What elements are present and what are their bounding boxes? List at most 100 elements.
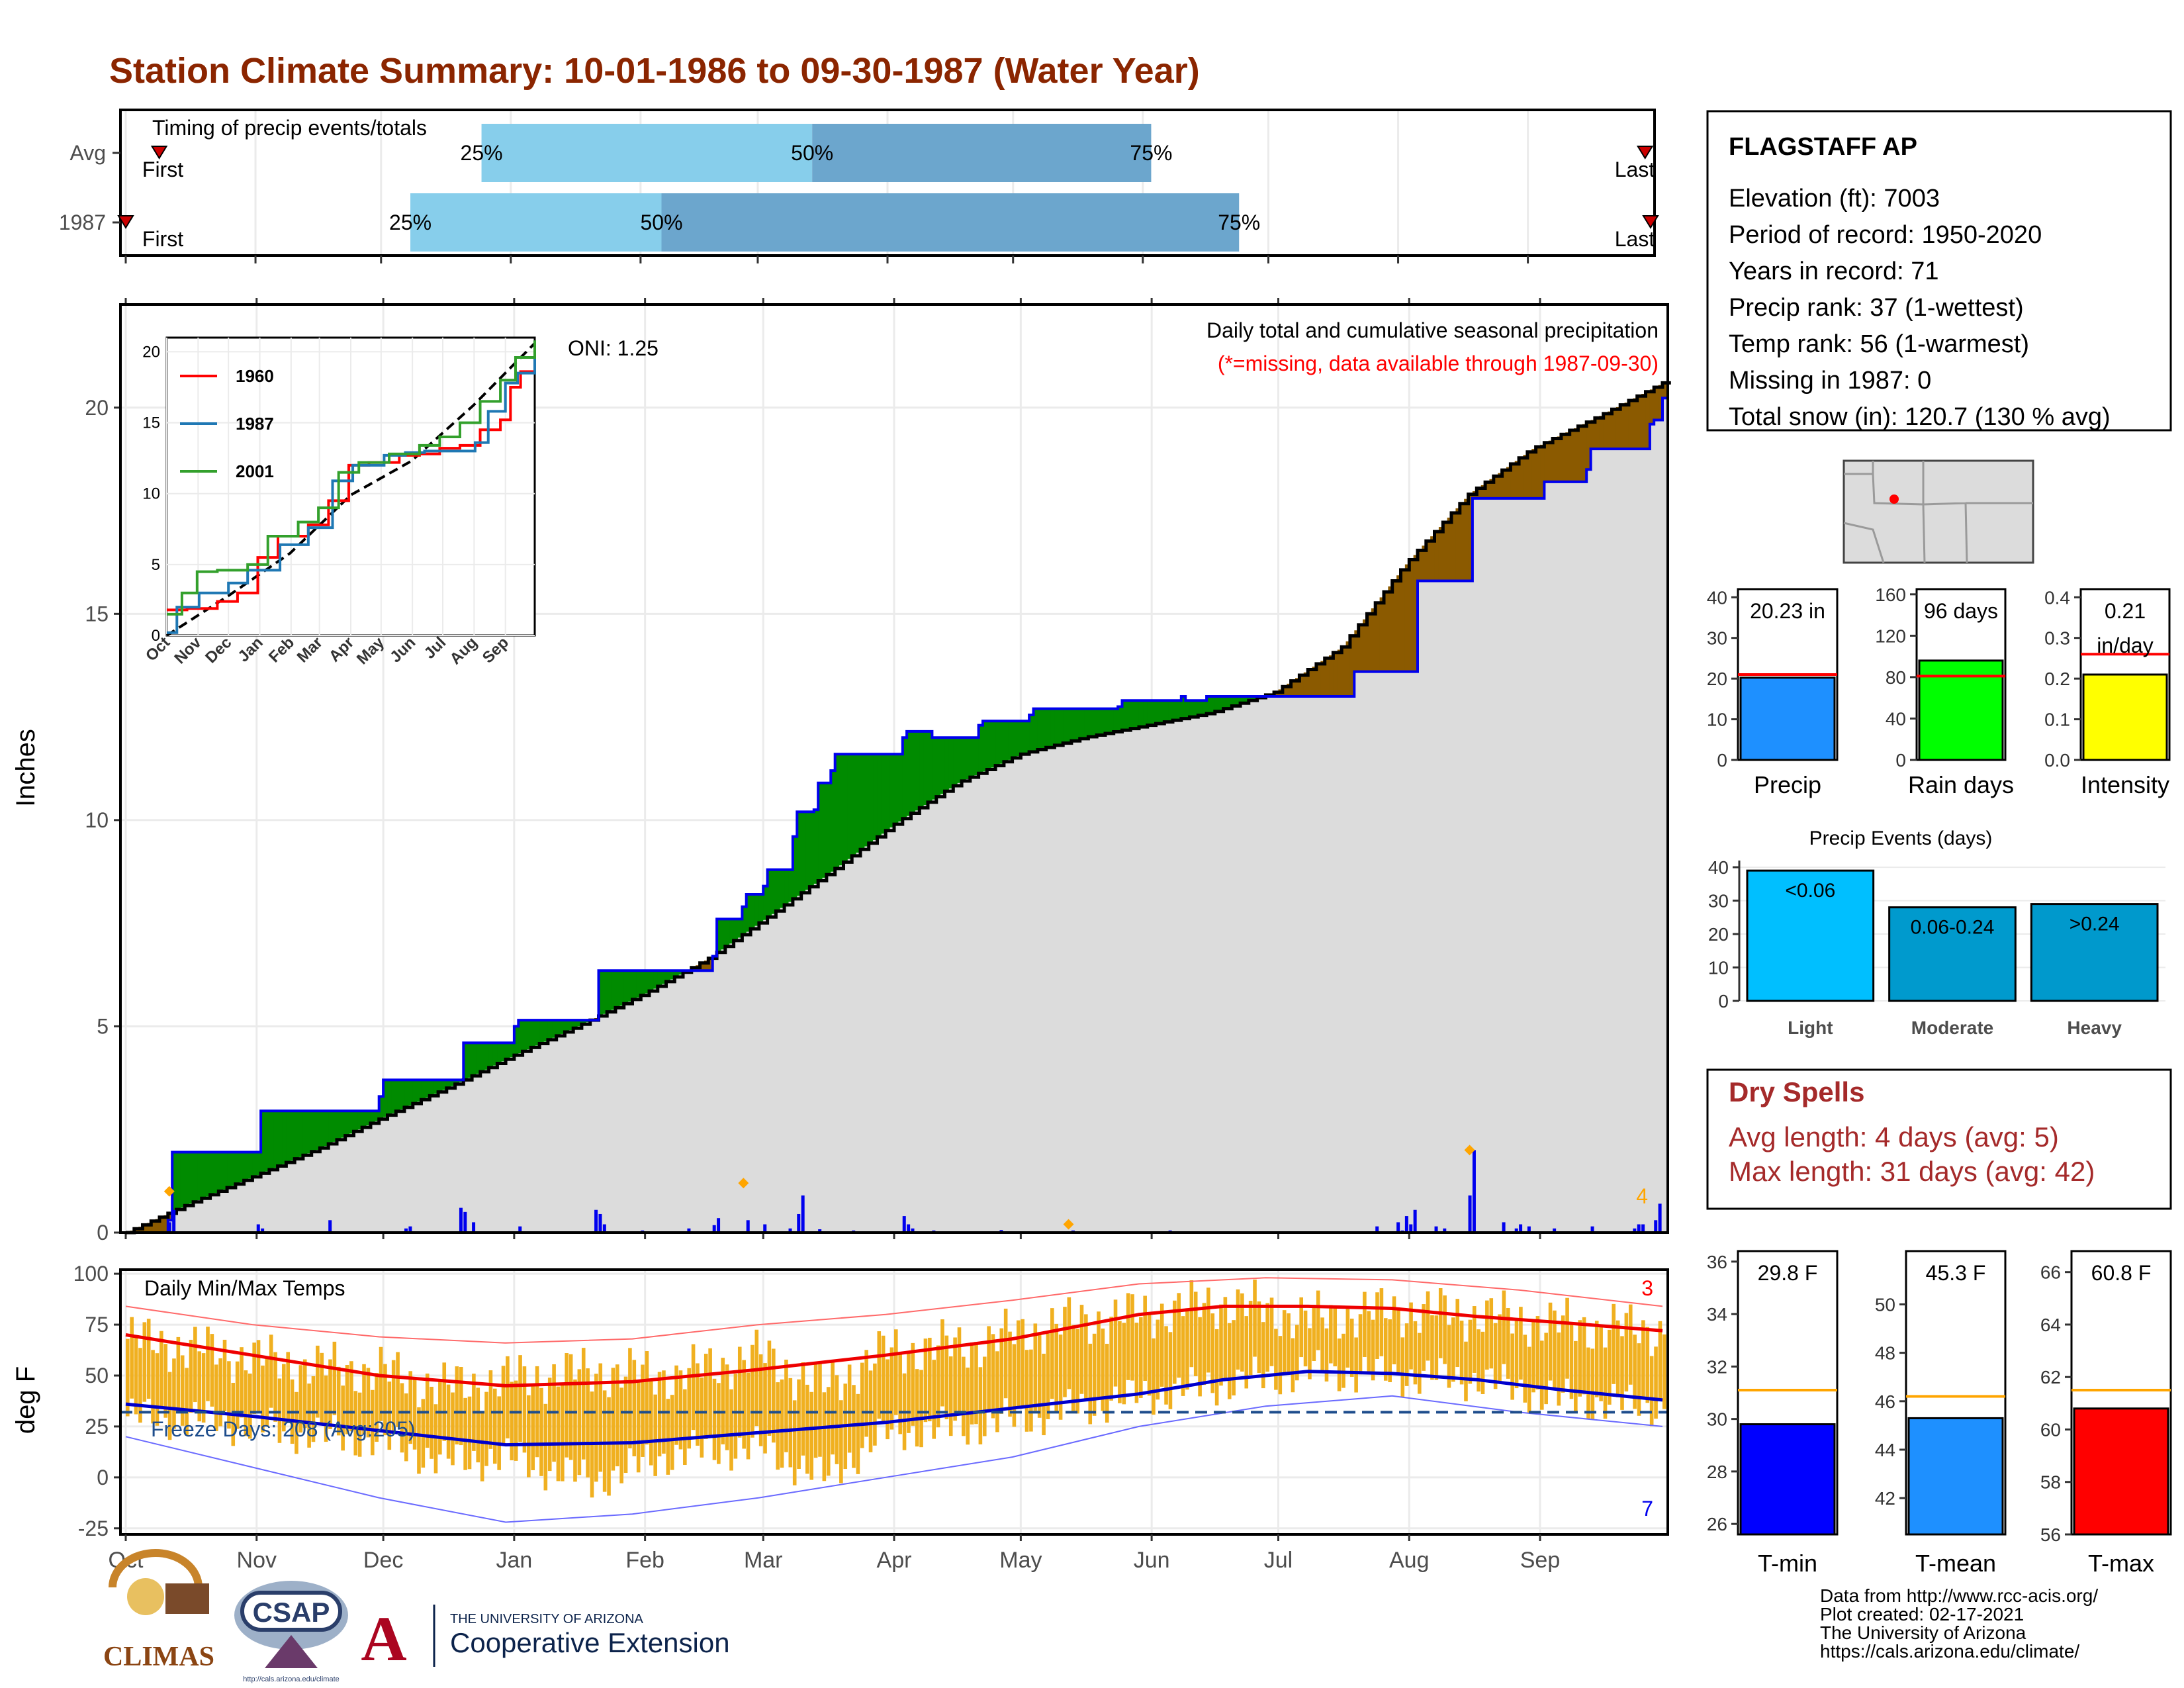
cumulative-base-area — [539, 1043, 545, 1233]
below-average-area — [700, 962, 705, 971]
cumulative-base-area — [1603, 449, 1608, 1233]
record-precip-marker — [163, 1186, 175, 1197]
cumulative-base-area — [1320, 696, 1326, 1233]
cumulative-base-area — [201, 1198, 206, 1233]
daily-temp-bar — [1126, 1293, 1130, 1380]
above-average-area — [1024, 721, 1030, 753]
above-average-area — [1113, 708, 1118, 732]
cumulative-base-area — [1459, 581, 1465, 1233]
cumulative-base-area — [1143, 726, 1148, 1233]
daily-temp-bar — [751, 1344, 754, 1438]
cumulative-base-area — [1130, 728, 1136, 1233]
above-average-area — [252, 1152, 257, 1177]
daily-temp-bar — [1312, 1305, 1316, 1362]
below-average-area — [708, 958, 713, 971]
above-average-area — [758, 894, 764, 923]
daily-temp-bar — [1633, 1335, 1637, 1409]
cumulative-base-area — [999, 763, 1005, 1233]
daily-temp-bar — [1553, 1310, 1557, 1388]
above-average-area — [1198, 700, 1203, 716]
above-average-area — [915, 731, 920, 811]
below-average-area — [1333, 652, 1338, 696]
station-line: Temp rank: 56 (1-warmest) — [1729, 330, 2029, 358]
daily-temp-bar — [1455, 1299, 1460, 1368]
last-event-label: Last — [1615, 227, 1655, 251]
above-average-area — [476, 1043, 481, 1074]
daily-temp-bar — [345, 1365, 349, 1434]
cumulative-base-area — [1168, 721, 1173, 1233]
timing-bar-q25-q50 — [481, 124, 813, 182]
cumulative-base-area — [265, 1171, 270, 1233]
above-average-area — [497, 1043, 502, 1064]
inset-ytick-label: 15 — [142, 414, 160, 432]
above-average-area — [366, 1111, 371, 1125]
events-ytick-label: 10 — [1708, 958, 1729, 978]
daily-precip-bar — [1637, 1224, 1641, 1233]
below-average-area — [1590, 420, 1596, 449]
cumulative-base-area — [1097, 735, 1102, 1233]
above-average-area — [227, 1152, 232, 1188]
below-average-area — [1430, 536, 1435, 581]
daily-temp-bar — [1130, 1294, 1134, 1381]
daily-precip-bar — [797, 1213, 801, 1233]
above-average-area — [261, 1111, 266, 1174]
cumulative-base-area — [547, 1039, 553, 1233]
cumulative-base-area — [1535, 498, 1541, 1233]
bar-ytick-label: 30 — [1707, 628, 1727, 649]
cumulative-base-area — [353, 1131, 359, 1233]
above-average-area — [1253, 696, 1258, 700]
cumulative-base-area — [1561, 481, 1566, 1233]
cumulative-base-area — [1269, 696, 1275, 1233]
daily-temp-bar — [1426, 1291, 1430, 1361]
cumulative-base-area — [1333, 696, 1338, 1233]
daily-temp-bar — [370, 1389, 375, 1456]
daily-temp-bar — [932, 1360, 936, 1439]
above-average-area — [1126, 700, 1131, 729]
above-average-area — [455, 1080, 460, 1084]
above-average-area — [886, 754, 891, 831]
station-line: Total snow (in): 120.7 (130 % avg) — [1729, 403, 2111, 431]
daily-precip-bar — [1527, 1226, 1531, 1233]
daily-precip-bar — [172, 1209, 176, 1233]
inset-average-line — [165, 342, 536, 637]
cumulative-base-area — [957, 782, 962, 1233]
daily-temp-bar — [353, 1391, 358, 1456]
daily-temp-bar — [1227, 1323, 1232, 1399]
daily-temp-bar — [277, 1378, 282, 1443]
daily-temp-bar — [1544, 1333, 1548, 1405]
daily-precip-bar — [594, 1209, 598, 1233]
cumulative-base-area — [1265, 696, 1271, 1233]
cumulative-base-area — [868, 843, 874, 1233]
cumulative-base-area — [1316, 696, 1321, 1233]
daily-temp-bar — [1152, 1338, 1156, 1415]
footer-line-2: Plot created: 02-17-2021 — [1820, 1604, 2024, 1624]
below-average-area — [1447, 517, 1452, 581]
daily-temp-bar — [379, 1346, 383, 1421]
above-average-area — [1152, 700, 1157, 725]
cumulative-base-area — [1498, 498, 1503, 1233]
above-average-area — [180, 1152, 185, 1208]
temp-ytick-label: 75 — [85, 1313, 109, 1336]
cumulative-base-area — [1206, 714, 1212, 1233]
below-average-area — [1342, 647, 1347, 696]
above-average-area — [623, 970, 629, 1004]
above-average-area — [531, 1020, 536, 1048]
below-average-area — [1569, 430, 1574, 482]
above-average-area — [1223, 696, 1228, 709]
bar-value-label: 45.3 F — [1926, 1261, 1986, 1285]
cumulative-base-area — [1599, 449, 1604, 1233]
cumulative-base-area — [1261, 696, 1266, 1233]
daily-temp-bar — [433, 1404, 438, 1474]
above-average-area — [991, 721, 996, 768]
daily-temp-bar — [1620, 1336, 1624, 1410]
daily-temp-bar — [1033, 1323, 1038, 1411]
bar-ytick-label: 26 — [1707, 1514, 1727, 1534]
cumulative-base-area — [1620, 449, 1625, 1233]
above-average-area — [1202, 700, 1207, 715]
cumulative-base-area — [404, 1107, 410, 1233]
cumulative-base-area — [492, 1065, 498, 1233]
cumulative-base-area — [1084, 737, 1089, 1233]
daily-temp-bar — [1223, 1297, 1228, 1380]
daily-precip-bar — [687, 1228, 691, 1233]
below-average-area — [1400, 569, 1406, 672]
